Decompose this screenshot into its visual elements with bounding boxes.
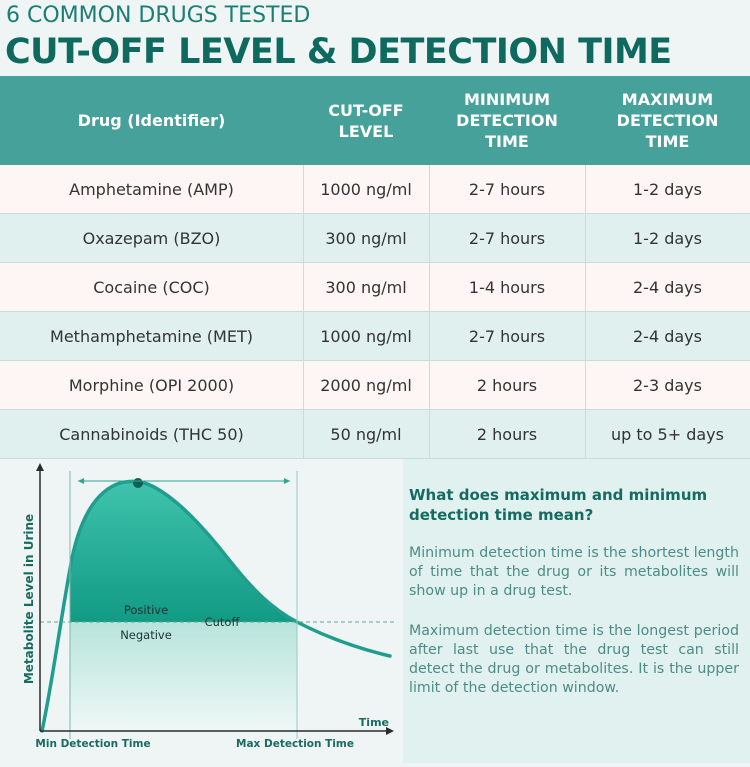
table-row: Morphine (OPI 2000) 2000 ng/ml 2 hours 2… xyxy=(0,361,750,410)
drug-cell: Cannabinoids (THC 50) xyxy=(59,424,244,444)
cutoff-cell: 1000 ng/ml xyxy=(320,326,412,346)
max-time-cell: 2-4 days xyxy=(633,277,702,297)
detection-curve-figure: Metabolite Level in Urine Time Positive … xyxy=(22,463,395,750)
positive-area xyxy=(70,481,297,622)
max-detection-label: Max Detection Time xyxy=(236,738,354,750)
max-time-cell: 2-3 days xyxy=(633,375,702,395)
cutoff-label: Cutoff xyxy=(205,615,241,629)
column-divider xyxy=(303,165,304,459)
cutoff-cell: 1000 ng/ml xyxy=(320,179,412,199)
drug-cell: Cocaine (COC) xyxy=(93,277,210,297)
drug-cell: Methamphetamine (MET) xyxy=(50,326,253,346)
y-axis-label: Metabolite Level in Urine xyxy=(22,514,36,684)
column-header-min-time: MINIMUM DETECTION TIME xyxy=(456,90,558,151)
page-subtitle: 6 COMMON DRUGS TESTED xyxy=(6,3,311,28)
y-axis-arrow-icon xyxy=(36,463,44,471)
min-time-cell: 2-7 hours xyxy=(468,326,546,346)
positive-label: Positive xyxy=(124,603,168,617)
table-row: Cannabinoids (THC 50) 50 ng/ml 2 hours u… xyxy=(0,410,750,459)
table-row: Oxazepam (BZO) 300 ng/ml 2-7 hours 1-2 d… xyxy=(0,214,750,263)
negative-area xyxy=(70,622,297,730)
column-divider xyxy=(585,165,586,459)
min-time-cell: 1-4 hours xyxy=(468,277,546,297)
info-question: What does maximum and minimum detection … xyxy=(409,486,708,524)
max-time-cell: 1-2 days xyxy=(633,228,702,248)
detection-table: Drug (Identifier) CUT-OFF LEVEL MINIMUM … xyxy=(0,76,750,459)
max-time-cell: 1-2 days xyxy=(633,179,702,199)
column-header-max-time: MAXIMUM DETECTION TIME xyxy=(616,90,719,151)
x-axis-arrow-icon xyxy=(386,727,394,735)
max-time-cell: 2-4 days xyxy=(633,326,702,346)
min-time-cell: 2-7 hours xyxy=(468,179,546,199)
detection-diagram: Metabolite Level in Urine Time Positive … xyxy=(0,459,403,763)
table-row: Amphetamine (AMP) 1000 ng/ml 2-7 hours 1… xyxy=(0,165,750,214)
cutoff-cell: 2000 ng/ml xyxy=(320,375,412,395)
column-divider xyxy=(429,165,430,459)
column-header-cutoff: CUT-OFF LEVEL xyxy=(328,100,404,141)
arrow-head-right-icon xyxy=(284,478,290,484)
min-time-cell: 2-7 hours xyxy=(468,228,546,248)
cutoff-cell: 50 ng/ml xyxy=(330,424,402,444)
max-time-cell: up to 5+ days xyxy=(611,424,724,444)
min-time-cell: 2 hours xyxy=(476,375,538,395)
drug-cell: Oxazepam (BZO) xyxy=(82,228,221,248)
table-row: Cocaine (COC) 300 ng/ml 1-4 hours 2-4 da… xyxy=(0,263,750,312)
cutoff-cell: 300 ng/ml xyxy=(325,228,407,248)
min-detection-label: Min Detection Time xyxy=(35,738,150,750)
header: 6 COMMON DRUGS TESTED CUT-OFF LEVEL & DE… xyxy=(0,0,750,76)
peak-marker xyxy=(133,478,143,488)
drug-cell: Morphine (OPI 2000) xyxy=(68,375,235,395)
x-axis-label: Time xyxy=(359,716,389,729)
cutoff-cell: 300 ng/ml xyxy=(325,277,407,297)
table-row: Methamphetamine (MET) 1000 ng/ml 2-7 hou… xyxy=(0,312,750,361)
arrow-head-left-icon xyxy=(78,478,84,484)
page-title: CUT-OFF LEVEL & DETECTION TIME xyxy=(5,32,672,72)
info-paragraph-min: Minimum detection time is the shortest l… xyxy=(409,545,739,599)
drug-cell: Amphetamine (AMP) xyxy=(69,179,234,199)
min-time-cell: 2 hours xyxy=(476,424,538,444)
info-paragraph-max: Maximum detection time is the longest pe… xyxy=(409,623,739,696)
column-header-drug: Drug (Identifier) xyxy=(77,111,226,130)
info-panel: What does maximum and minimum detection … xyxy=(403,459,750,763)
table-header: Drug (Identifier) CUT-OFF LEVEL MINIMUM … xyxy=(0,76,750,165)
negative-label: Negative xyxy=(120,628,172,642)
